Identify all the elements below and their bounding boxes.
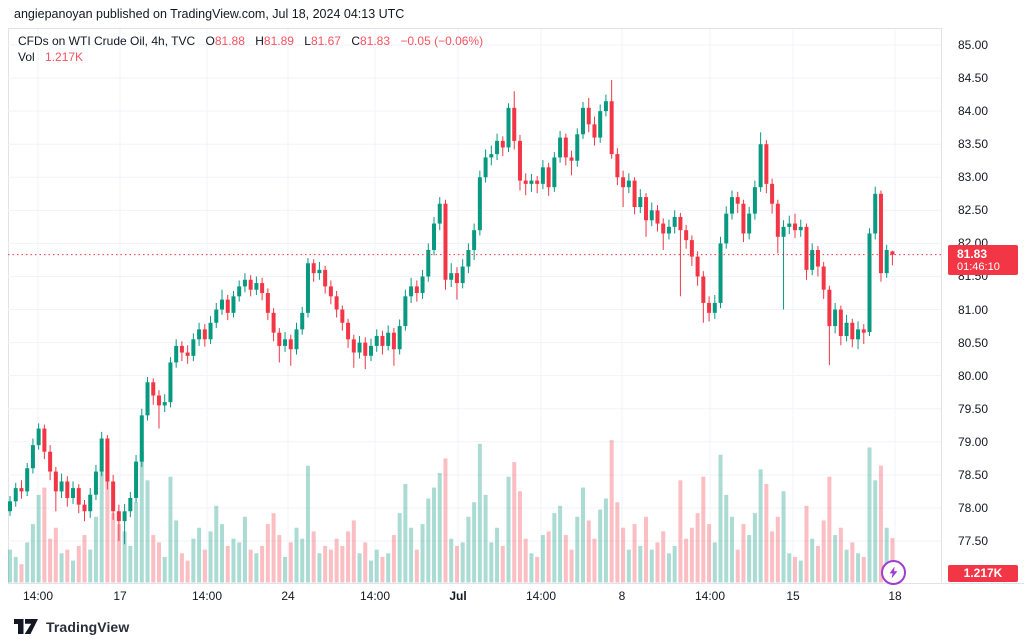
price-axis-label: 79.00 — [958, 434, 989, 449]
change-value: −0.05 (−0.06%) — [400, 34, 484, 48]
price-axis-label: 83.50 — [958, 137, 989, 152]
price-axis-label: 84.50 — [958, 71, 989, 86]
grid-lines — [8, 29, 941, 583]
time-axis-label: 24 — [281, 589, 295, 603]
last-price-badge: 81.83 01:46:10 — [948, 244, 1018, 275]
price-axis-label: 84.00 — [958, 104, 989, 119]
attribution-text: angiepanoyan published on TradingView.co… — [14, 7, 405, 21]
time-axis-label: 8 — [618, 589, 626, 603]
time-axis-label: Jul — [449, 589, 467, 603]
time-axis[interactable]: 14:00 17 14:00 24 14:00 Jul 14:00 8 14:00 15 18 — [8, 583, 1024, 607]
high-value: 81.89 — [263, 34, 294, 48]
low-label: L — [304, 34, 311, 48]
time-axis-label: 14:00 — [694, 589, 726, 603]
time-axis-label: 17 — [113, 589, 127, 603]
time-axis-label: 14:00 — [525, 589, 557, 603]
chart-legend: CFDs on WTI Crude Oil, 4h, TVC O81.88 H8… — [18, 33, 483, 65]
price-axis-label: 80.00 — [958, 368, 989, 383]
price-axis-label: 83.00 — [958, 170, 989, 185]
close-label: C — [351, 34, 360, 48]
legend-symbol-row: CFDs on WTI Crude Oil, 4h, TVC O81.88 H8… — [18, 33, 483, 49]
volume-axis-badge: 1.217K — [948, 565, 1018, 582]
price-axis-label: 79.50 — [958, 401, 989, 416]
price-axis-label: 82.50 — [958, 203, 989, 218]
high-label: H — [255, 34, 264, 48]
price-axis-label: 80.50 — [958, 335, 989, 350]
open-value: 81.88 — [214, 34, 245, 48]
tradingview-logo-icon — [14, 619, 38, 634]
legend-volume-row: Vol 1.217K — [18, 49, 483, 65]
time-axis-label: 18 — [888, 589, 902, 603]
flash-boost-button[interactable] — [881, 560, 906, 585]
time-axis-label: 15 — [786, 589, 800, 603]
lightning-bolt-icon — [889, 566, 898, 579]
price-axis[interactable]: 85.00 84.50 84.00 83.50 83.00 82.50 82.00 81.50… — [941, 28, 1024, 583]
time-axis-label: 14:00 — [191, 589, 223, 603]
volume-bars — [8, 440, 895, 583]
price-axis-label: 78.50 — [958, 467, 989, 482]
volume-value: 1.217K — [45, 50, 84, 64]
close-value: 81.83 — [360, 34, 391, 48]
last-price-value: 81.83 — [957, 246, 988, 261]
tradingview-logo-text: TradingView — [46, 618, 130, 635]
bar-countdown: 01:46:10 — [957, 260, 1000, 273]
price-axis-label: 78.00 — [958, 500, 989, 515]
price-axis-label: 81.00 — [958, 302, 989, 317]
volume-label: Vol — [18, 50, 35, 64]
time-axis-label: 14:00 — [359, 589, 391, 603]
tradingview-logo-link[interactable]: TradingView — [14, 618, 129, 635]
low-value: 81.67 — [310, 34, 341, 48]
price-axis-label: 85.00 — [958, 38, 989, 52]
symbol-title[interactable]: CFDs on WTI Crude Oil, 4h, TVC — [18, 34, 196, 48]
open-label: O — [205, 34, 215, 48]
price-axis-label: 77.50 — [958, 534, 989, 548]
time-axis-label: 14:00 — [22, 589, 54, 603]
candles — [8, 80, 895, 545]
